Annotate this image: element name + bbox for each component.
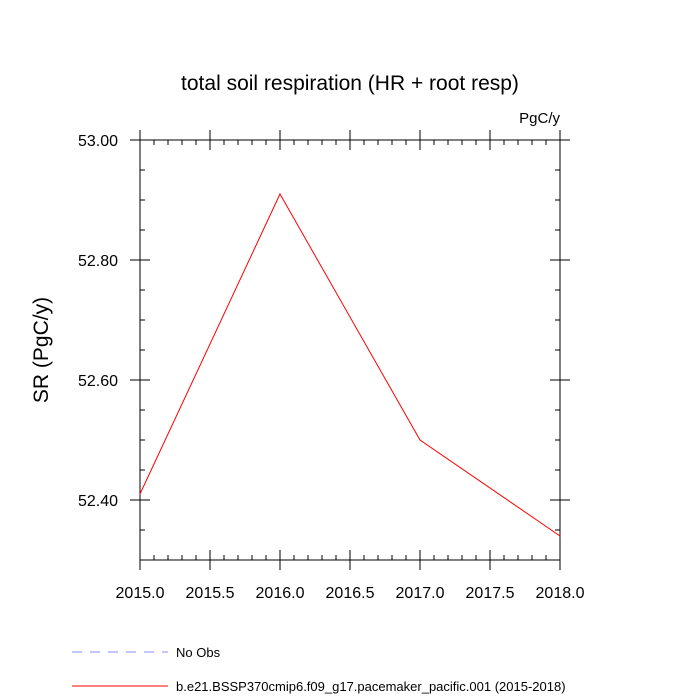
- y-tick-label: 52.40: [78, 493, 118, 510]
- x-tick-label: 2017.0: [396, 585, 445, 602]
- y-tick-label: 53.00: [78, 133, 118, 150]
- x-tick-label: 2016.0: [256, 585, 305, 602]
- x-tick-label: 2016.5: [326, 585, 375, 602]
- x-tick-label: 2017.5: [466, 585, 515, 602]
- data-point: [279, 193, 281, 195]
- legend-label: b.e21.BSSP370cmip6.f09_g17.pacemaker_pac…: [176, 679, 566, 694]
- chart-title: total soil respiration (HR + root resp): [181, 72, 519, 95]
- units-label: PgC/y: [519, 110, 560, 127]
- x-tick-label: 2018.0: [536, 585, 585, 602]
- x-tick-label: 2015.5: [186, 585, 235, 602]
- plot-area: 2015.0 2015.5 2016.0 2016.5 2017.0 2017.5 2018…: [78, 130, 585, 602]
- data-point: [139, 493, 141, 495]
- plot-frame: [139, 139, 561, 561]
- legend: No Obs b.e21.BSSP370cmip6.f09_g17.pacemak…: [72, 645, 566, 694]
- data-point: [419, 439, 421, 441]
- y-tick-label: 52.80: [78, 253, 118, 270]
- series-line: [139, 192, 561, 537]
- data-point: [559, 535, 561, 537]
- x-tick-label: 2015.0: [116, 585, 165, 602]
- legend-label: No Obs: [176, 645, 221, 660]
- y-tick-label: 52.60: [78, 373, 118, 390]
- y-axis-title: SR (PgC/y): [30, 297, 53, 403]
